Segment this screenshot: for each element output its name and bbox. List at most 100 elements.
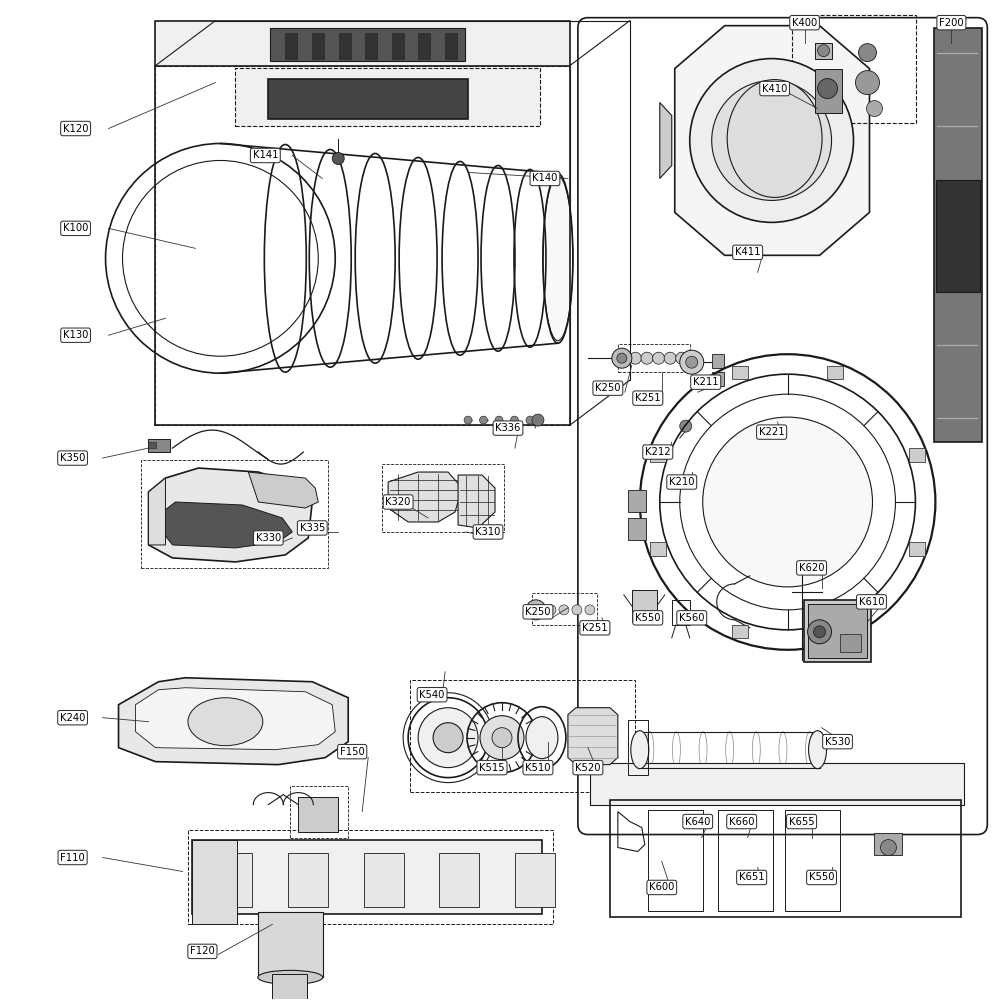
Text: K350: K350 [60, 453, 85, 463]
Circle shape [572, 605, 582, 615]
Text: K120: K120 [63, 124, 88, 134]
Text: K130: K130 [63, 330, 88, 340]
Text: F110: F110 [60, 853, 85, 863]
Text: K520: K520 [575, 763, 601, 773]
Ellipse shape [526, 717, 558, 759]
Text: K221: K221 [759, 427, 784, 437]
Circle shape [866, 101, 882, 117]
Text: K210: K210 [669, 477, 694, 487]
Text: K540: K540 [419, 690, 445, 700]
Text: K335: K335 [300, 523, 325, 533]
FancyBboxPatch shape [590, 763, 964, 805]
FancyBboxPatch shape [272, 974, 307, 999]
Text: K655: K655 [789, 817, 814, 827]
FancyBboxPatch shape [650, 542, 666, 556]
Circle shape [808, 620, 832, 644]
FancyBboxPatch shape [909, 448, 925, 462]
Text: K510: K510 [525, 763, 551, 773]
Circle shape [856, 71, 879, 95]
FancyBboxPatch shape [155, 21, 570, 66]
Text: K251: K251 [635, 393, 661, 403]
Text: K410: K410 [762, 84, 787, 94]
Circle shape [690, 59, 854, 222]
Text: K620: K620 [799, 563, 824, 573]
Circle shape [629, 352, 641, 364]
FancyBboxPatch shape [192, 840, 542, 914]
Text: K211: K211 [693, 377, 719, 387]
FancyBboxPatch shape [712, 354, 724, 368]
FancyBboxPatch shape [632, 590, 657, 622]
Polygon shape [815, 69, 842, 113]
Circle shape [526, 600, 546, 620]
Circle shape [559, 605, 569, 615]
FancyBboxPatch shape [732, 366, 748, 379]
FancyBboxPatch shape [808, 604, 867, 658]
Polygon shape [568, 708, 618, 765]
FancyBboxPatch shape [285, 33, 297, 59]
Text: K336: K336 [495, 423, 521, 433]
Circle shape [686, 356, 698, 368]
Polygon shape [136, 688, 335, 750]
FancyBboxPatch shape [298, 797, 338, 832]
Circle shape [533, 605, 543, 615]
Circle shape [546, 605, 556, 615]
FancyBboxPatch shape [339, 33, 351, 59]
Circle shape [492, 728, 512, 748]
FancyBboxPatch shape [628, 518, 646, 540]
FancyBboxPatch shape [418, 33, 430, 59]
Text: K550: K550 [635, 613, 661, 623]
Text: K330: K330 [256, 533, 281, 543]
Circle shape [641, 352, 653, 364]
Text: K400: K400 [792, 18, 817, 28]
Text: K251: K251 [582, 623, 608, 633]
FancyBboxPatch shape [804, 600, 871, 662]
FancyBboxPatch shape [148, 442, 156, 448]
Text: K640: K640 [685, 817, 710, 827]
FancyBboxPatch shape [364, 853, 404, 907]
Circle shape [664, 352, 676, 364]
Polygon shape [660, 103, 672, 178]
FancyBboxPatch shape [445, 33, 457, 59]
Circle shape [814, 626, 826, 638]
Circle shape [612, 348, 632, 368]
FancyBboxPatch shape [268, 79, 468, 119]
Polygon shape [388, 472, 462, 522]
Polygon shape [162, 502, 292, 548]
Circle shape [464, 416, 472, 424]
Ellipse shape [631, 731, 649, 769]
FancyBboxPatch shape [270, 28, 465, 61]
FancyBboxPatch shape [148, 439, 170, 452]
Text: K600: K600 [649, 882, 674, 892]
Text: K250: K250 [525, 607, 551, 617]
Circle shape [495, 416, 503, 424]
Text: K240: K240 [60, 713, 85, 723]
FancyBboxPatch shape [235, 68, 540, 126]
Circle shape [585, 605, 595, 615]
Ellipse shape [727, 80, 822, 197]
FancyBboxPatch shape [934, 28, 982, 442]
FancyBboxPatch shape [192, 840, 237, 924]
Circle shape [433, 723, 463, 753]
FancyBboxPatch shape [827, 625, 843, 638]
Text: K550: K550 [809, 872, 834, 882]
Ellipse shape [188, 698, 263, 746]
Text: F200: F200 [939, 18, 964, 28]
Text: K515: K515 [479, 763, 505, 773]
Text: K560: K560 [679, 613, 704, 623]
FancyBboxPatch shape [312, 33, 324, 59]
Text: K140: K140 [532, 173, 558, 183]
Circle shape [703, 417, 872, 587]
Polygon shape [458, 475, 495, 528]
Circle shape [617, 353, 627, 363]
Circle shape [526, 416, 534, 424]
FancyBboxPatch shape [840, 634, 861, 652]
Polygon shape [119, 678, 348, 765]
Circle shape [818, 45, 830, 57]
Text: K250: K250 [595, 383, 621, 393]
Circle shape [676, 352, 688, 364]
Text: K141: K141 [253, 150, 278, 160]
Text: K100: K100 [63, 223, 88, 233]
FancyBboxPatch shape [650, 448, 666, 462]
FancyBboxPatch shape [392, 33, 404, 59]
Ellipse shape [543, 176, 573, 341]
